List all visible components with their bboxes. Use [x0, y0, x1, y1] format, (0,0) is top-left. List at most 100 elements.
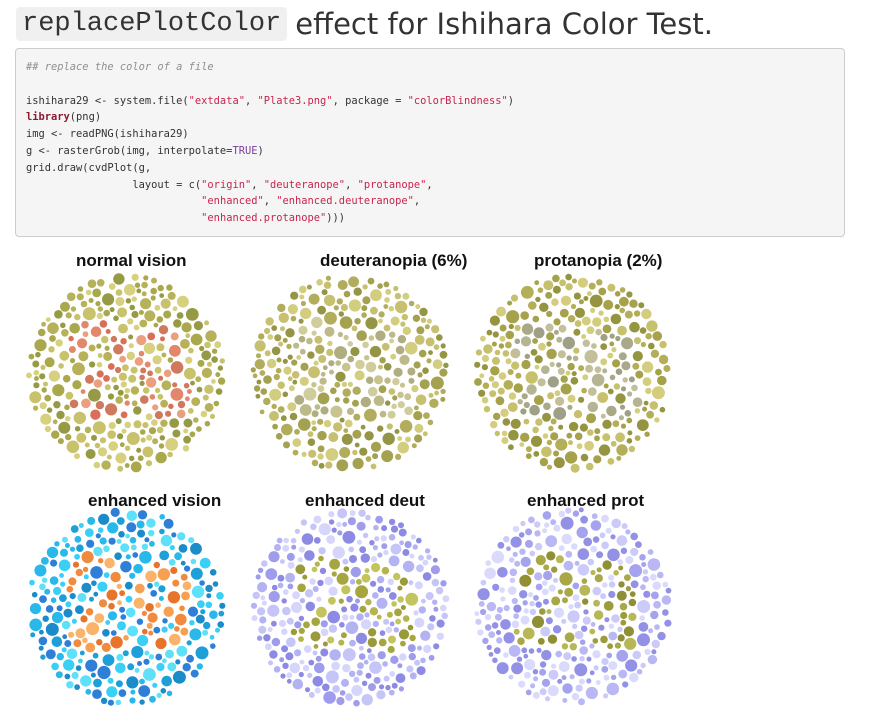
plate-background-dot: [117, 621, 126, 631]
plate-background-dot: [608, 581, 616, 588]
plate-background-dot: [298, 546, 305, 553]
plate-background-dot: [613, 383, 621, 390]
plate-background-dot: [370, 441, 382, 452]
plate-background-dot: [146, 518, 156, 528]
plate-figure-dot: [298, 627, 305, 634]
plate-background-dot: [635, 541, 642, 548]
plate-background-dot: [596, 279, 603, 286]
plate-figure-dot: [149, 394, 156, 400]
plate-background-dot: [125, 554, 131, 560]
plate-figure-dot: [588, 387, 597, 396]
plate-background-dot: [664, 619, 672, 627]
plate-background-dot: [349, 579, 356, 585]
plate-background-dot: [405, 436, 411, 443]
plate-background-dot: [60, 301, 70, 312]
plate-background-dot: [482, 382, 490, 389]
plate-background-dot: [492, 331, 499, 338]
plate-background-dot: [601, 514, 609, 523]
plate-background-dot: [392, 395, 398, 401]
plate-background-dot: [413, 411, 423, 421]
plate-figure-dot: [591, 343, 597, 349]
plate-background-dot: [651, 639, 660, 649]
plate-background-dot: [117, 465, 124, 472]
plate-figure-dot: [147, 332, 156, 341]
plate-figure-dot: [90, 326, 102, 337]
plate-background-dot: [532, 669, 539, 675]
plate-background-dot: [640, 662, 646, 669]
plate-figure-dot: [331, 571, 337, 577]
plate-figure-dot: [319, 377, 327, 385]
plate-background-dot: [162, 658, 167, 664]
plate-background-dot: [191, 585, 205, 598]
plate-figure-dot: [86, 622, 100, 636]
plate-figure-dot: [327, 636, 335, 644]
plate-background-dot: [377, 586, 385, 593]
plate-background-dot: [136, 520, 145, 529]
plate-background-dot: [292, 678, 304, 690]
plate-background-dot: [172, 429, 181, 438]
code-line-5: grid.draw(cvdPlot(g,: [26, 161, 152, 174]
ishihara-plate-image: [26, 273, 226, 473]
plate-background-dot: [648, 628, 654, 634]
plate-figure-dot: [180, 573, 188, 581]
plate-background-dot: [137, 529, 146, 538]
plate-background-dot: [255, 393, 261, 399]
plate-figure-dot: [602, 560, 612, 570]
plate-background-dot: [537, 287, 544, 293]
plate-background-dot: [633, 310, 641, 317]
plate-background-dot: [303, 645, 312, 653]
plate-figure-dot: [609, 333, 615, 339]
plate-background-dot: [108, 441, 118, 451]
plate-background-dot: [286, 672, 293, 679]
plate-figure-dot: [620, 611, 628, 620]
plate-background-dot: [210, 643, 216, 649]
plate-background-dot: [124, 463, 130, 468]
plate-background-dot: [256, 635, 263, 641]
plate-background-dot: [292, 379, 298, 385]
plate-background-dot: [615, 432, 625, 443]
plate-background-dot: [61, 647, 67, 653]
plate-background-dot: [562, 683, 573, 694]
plate-figure-dot: [389, 331, 396, 338]
plate-background-dot: [327, 340, 333, 347]
plate-figure-dot: [336, 572, 349, 585]
plate-background-dot: [416, 326, 425, 335]
plate-background-dot: [541, 588, 549, 596]
plate-background-dot: [292, 438, 302, 447]
plate-background-dot: [137, 510, 148, 520]
plate-background-dot: [619, 287, 626, 293]
plate-background-dot: [66, 292, 76, 301]
plate-figure-dot: [119, 590, 125, 597]
plate-background-dot: [85, 449, 96, 459]
plate-figure-dot: [341, 362, 351, 372]
plate-background-dot: [567, 362, 575, 371]
plate-background-dot: [190, 567, 203, 580]
plate-background-dot: [84, 426, 92, 434]
plate-background-dot: [402, 326, 411, 335]
plate-background-dot: [155, 653, 163, 661]
plate-background-dot: [287, 376, 293, 382]
plate-figure-dot: [113, 344, 124, 355]
plate-background-dot: [572, 623, 578, 630]
plate-background-dot: [64, 404, 70, 411]
plate-background-dot: [312, 650, 318, 656]
plate-background-dot: [559, 308, 569, 318]
plate-background-dot: [40, 413, 52, 425]
plate-background-dot: [376, 690, 386, 700]
plate-background-dot: [167, 291, 176, 300]
plate-background-dot: [334, 381, 341, 388]
plate-background-dot: [578, 299, 584, 305]
plate-figure-dot: [317, 385, 325, 392]
plate-background-dot: [69, 323, 80, 334]
plate-background-dot: [534, 355, 543, 364]
plate-background-dot: [478, 601, 485, 607]
plate-background-dot: [271, 584, 278, 591]
plate-background-dot: [136, 618, 144, 625]
plate-background-dot: [383, 281, 390, 288]
plate-background-dot: [643, 400, 649, 406]
plate-background-dot: [400, 321, 406, 327]
plate-background-dot: [654, 417, 660, 423]
plate-figure-dot: [619, 404, 626, 410]
plate-background-dot: [108, 422, 116, 430]
plate-background-dot: [75, 605, 84, 614]
